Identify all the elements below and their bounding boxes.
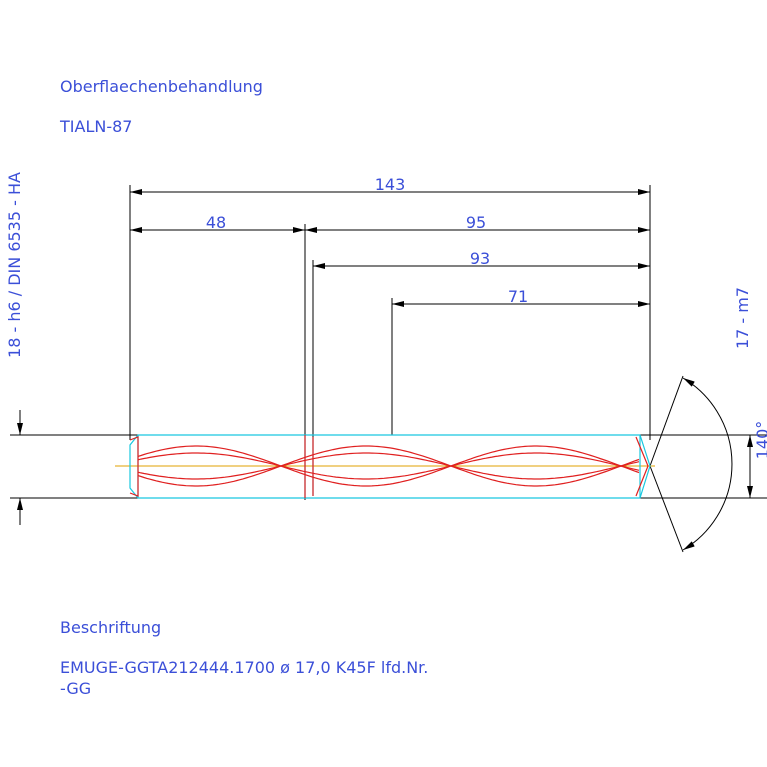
helix	[137, 445, 640, 487]
helix	[137, 452, 640, 480]
dim-total: 143	[375, 175, 406, 194]
dim-body: 95	[466, 213, 486, 232]
helix	[137, 452, 640, 480]
coating: TIALN-87	[59, 117, 132, 136]
helix	[137, 445, 640, 487]
section-title: Oberflaechenbehandlung	[60, 77, 263, 96]
dim-flute: 93	[470, 249, 490, 268]
dim-cut: 71	[508, 287, 528, 306]
tool	[115, 434, 655, 499]
marking-line: EMUGE-GGTA212444.1700 ø 17,0 K45F lfd.Nr…	[60, 658, 428, 677]
dimension-lines	[10, 185, 767, 553]
tip-angle: 140°	[753, 421, 767, 460]
marking-line: -GG	[60, 679, 91, 698]
dim-shank: 48	[206, 213, 226, 232]
section-title: Beschriftung	[60, 618, 161, 637]
shank-spec: 18 - h6 / DIN 6535 - HA	[5, 172, 24, 358]
diameter-spec: 17 - m7	[733, 287, 752, 349]
